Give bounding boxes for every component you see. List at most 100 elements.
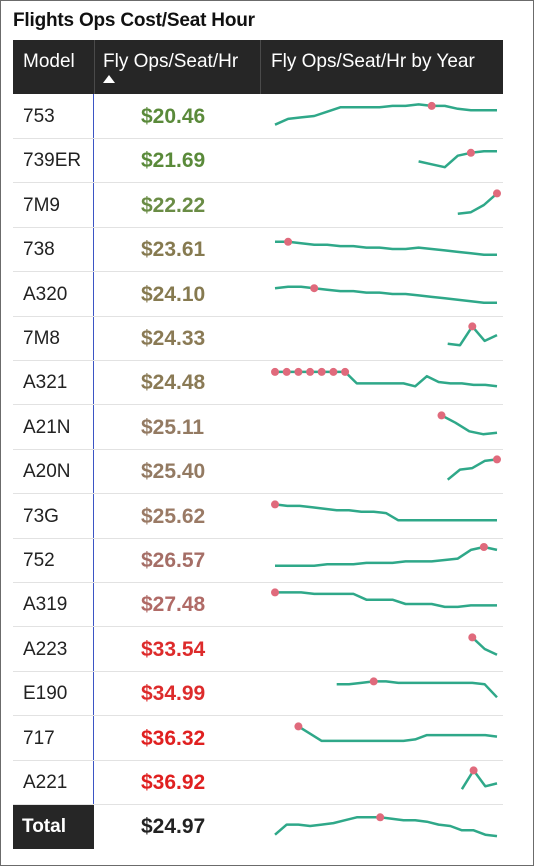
model-cell: A320: [23, 283, 68, 305]
column-header-model[interactable]: Model: [23, 51, 75, 72]
sparkline-path-a319: [275, 591, 497, 609]
sparkline-marker-752[interactable]: [479, 543, 488, 551]
table-row-752[interactable]: 752 $26.57: [13, 539, 503, 583]
model-cell: A21N: [23, 416, 71, 438]
cost-cell: $33.54: [141, 637, 206, 661]
sparkline-path-e190: [336, 680, 498, 699]
cost-cell: $34.99: [141, 682, 206, 706]
cost-cell: $25.62: [141, 504, 206, 528]
sparkline-marker-a321[interactable]: [306, 368, 315, 377]
sparkline-path-717: [297, 724, 498, 742]
table-row-e190[interactable]: E190 $34.99: [13, 672, 503, 717]
table-row-717[interactable]: 717 $36.32: [13, 717, 503, 761]
cost-cell: $36.92: [141, 771, 206, 794]
sparkline-717[interactable]: [275, 717, 498, 761]
table-row-7m8[interactable]: 7M8 $24.33: [13, 317, 503, 361]
sparkline-e190[interactable]: [275, 672, 498, 716]
sparkline-7m9[interactable]: [275, 184, 501, 228]
model-cell: 73G: [23, 505, 59, 527]
sparkline-path-a223: [471, 636, 498, 656]
sparkline-total[interactable]: [274, 805, 498, 849]
sparkline-739er[interactable]: [275, 139, 497, 183]
total-row: Total $24.97: [13, 805, 503, 849]
sparkline-marker-a221[interactable]: [469, 766, 478, 775]
model-cell: A20N: [23, 461, 71, 483]
column-header-trend[interactable]: Fly Ops/Seat/Hr by Year: [260, 40, 503, 94]
table-row-7m9[interactable]: 7M9 $22.22: [13, 184, 503, 228]
sparkline-path-a21n: [440, 414, 498, 436]
sparkline-marker-7m9[interactable]: [493, 189, 501, 198]
sparkline-marker-717[interactable]: [294, 721, 303, 730]
table-row-738[interactable]: 738 $23.61: [13, 228, 503, 273]
sparkline-a319[interactable]: [271, 583, 497, 627]
sparkline-marker-753[interactable]: [427, 101, 436, 110]
sparkline-marker-a320[interactable]: [310, 283, 319, 292]
sparkline-marker-a321[interactable]: [329, 368, 338, 377]
model-cell: 7M9: [23, 194, 60, 216]
sparkline-marker-73g[interactable]: [271, 499, 279, 508]
sparkline-marker-total[interactable]: [376, 813, 385, 822]
column-header-cost-label: Fly Ops/Seat/Hr: [103, 51, 239, 72]
model-cell: 753: [23, 106, 55, 127]
sparkline-marker-a321[interactable]: [317, 368, 326, 377]
sparkline-path-a20n: [446, 458, 498, 481]
sparkline-marker-a321[interactable]: [271, 368, 279, 377]
sparkline-path-a320: [274, 285, 497, 304]
sparkline-marker-739er[interactable]: [466, 149, 475, 158]
table-header: Model Fly Ops/Seat/Hr Fly Ops/Seat/Hr by…: [13, 40, 503, 94]
sparkline-marker-e190[interactable]: [369, 677, 378, 686]
column-header-cost[interactable]: Fly Ops/Seat/Hr: [94, 40, 260, 94]
sparkline-marker-a321[interactable]: [294, 368, 303, 377]
cost-cell: $22.22: [141, 193, 206, 217]
cost-cell: $27.48: [141, 593, 206, 617]
sparkline-path-total: [274, 816, 498, 838]
visual-title: Flights Ops Cost/Seat Hour: [13, 10, 255, 31]
table-row-753[interactable]: 753 $20.46: [13, 95, 503, 139]
table-row-a320[interactable]: A320 $24.10: [13, 273, 503, 317]
sparkline-marker-a321[interactable]: [341, 368, 350, 377]
sparkline-marker-a223[interactable]: [468, 633, 477, 642]
sparkline-path-73g: [274, 502, 497, 522]
table-row-a319[interactable]: A319 $27.48: [13, 583, 503, 628]
sparkline-marker-a20n[interactable]: [493, 455, 501, 464]
table-row-a321[interactable]: A321 $24.48: [13, 361, 503, 406]
model-cell: 739ER: [23, 150, 82, 172]
sparkline-a321[interactable]: [271, 361, 498, 405]
model-cell: 7M8: [23, 328, 60, 349]
sparkline-marker-a21n[interactable]: [437, 411, 446, 420]
model-cell: 738: [23, 239, 55, 261]
sparkline-marker-738[interactable]: [284, 237, 293, 246]
sparkline-path-738: [275, 240, 497, 257]
model-cell: 752: [23, 550, 55, 571]
sparkline-path-752: [275, 545, 498, 568]
cost-cell: $26.57: [141, 549, 206, 572]
sparkline-marker-7m8[interactable]: [468, 322, 477, 331]
sparkline-a221[interactable]: [275, 761, 498, 805]
cost-cell: $20.46: [141, 105, 206, 128]
sparkline-7m8[interactable]: [275, 317, 498, 361]
sparkline-a320[interactable]: [274, 273, 497, 317]
sparkline-path-739er: [418, 150, 497, 169]
sparkline-a21n[interactable]: [275, 406, 498, 450]
table-row-739er[interactable]: 739ER $21.69: [13, 139, 503, 184]
model-cell: A321: [23, 372, 68, 394]
sparkline-a223[interactable]: [275, 628, 498, 672]
model-cell: E190: [23, 683, 68, 705]
table-row-a21n[interactable]: A21N $25.11: [13, 406, 503, 450]
model-cell: A221: [23, 772, 68, 793]
sparkline-73g[interactable]: [271, 495, 497, 539]
cost-cell: $25.40: [141, 460, 206, 484]
table-row-a221[interactable]: A221 $36.92: [13, 761, 503, 805]
sparkline-marker-a321[interactable]: [282, 368, 291, 377]
sparkline-a20n[interactable]: [275, 450, 501, 494]
sparkline-path-7m9: [457, 192, 498, 215]
sparkline-marker-a319[interactable]: [271, 588, 279, 597]
sparkline-738[interactable]: [275, 228, 497, 272]
sparkline-753[interactable]: [274, 95, 497, 139]
sparkline-752[interactable]: [275, 539, 498, 583]
table-row-a223[interactable]: A223 $33.54: [13, 628, 503, 672]
table-row-a20n[interactable]: A20N $25.40: [13, 450, 503, 495]
cost-cell: $24.48: [141, 371, 206, 395]
table-row-73g[interactable]: 73G $25.62: [13, 495, 503, 539]
cost-cell: $21.69: [141, 149, 206, 173]
